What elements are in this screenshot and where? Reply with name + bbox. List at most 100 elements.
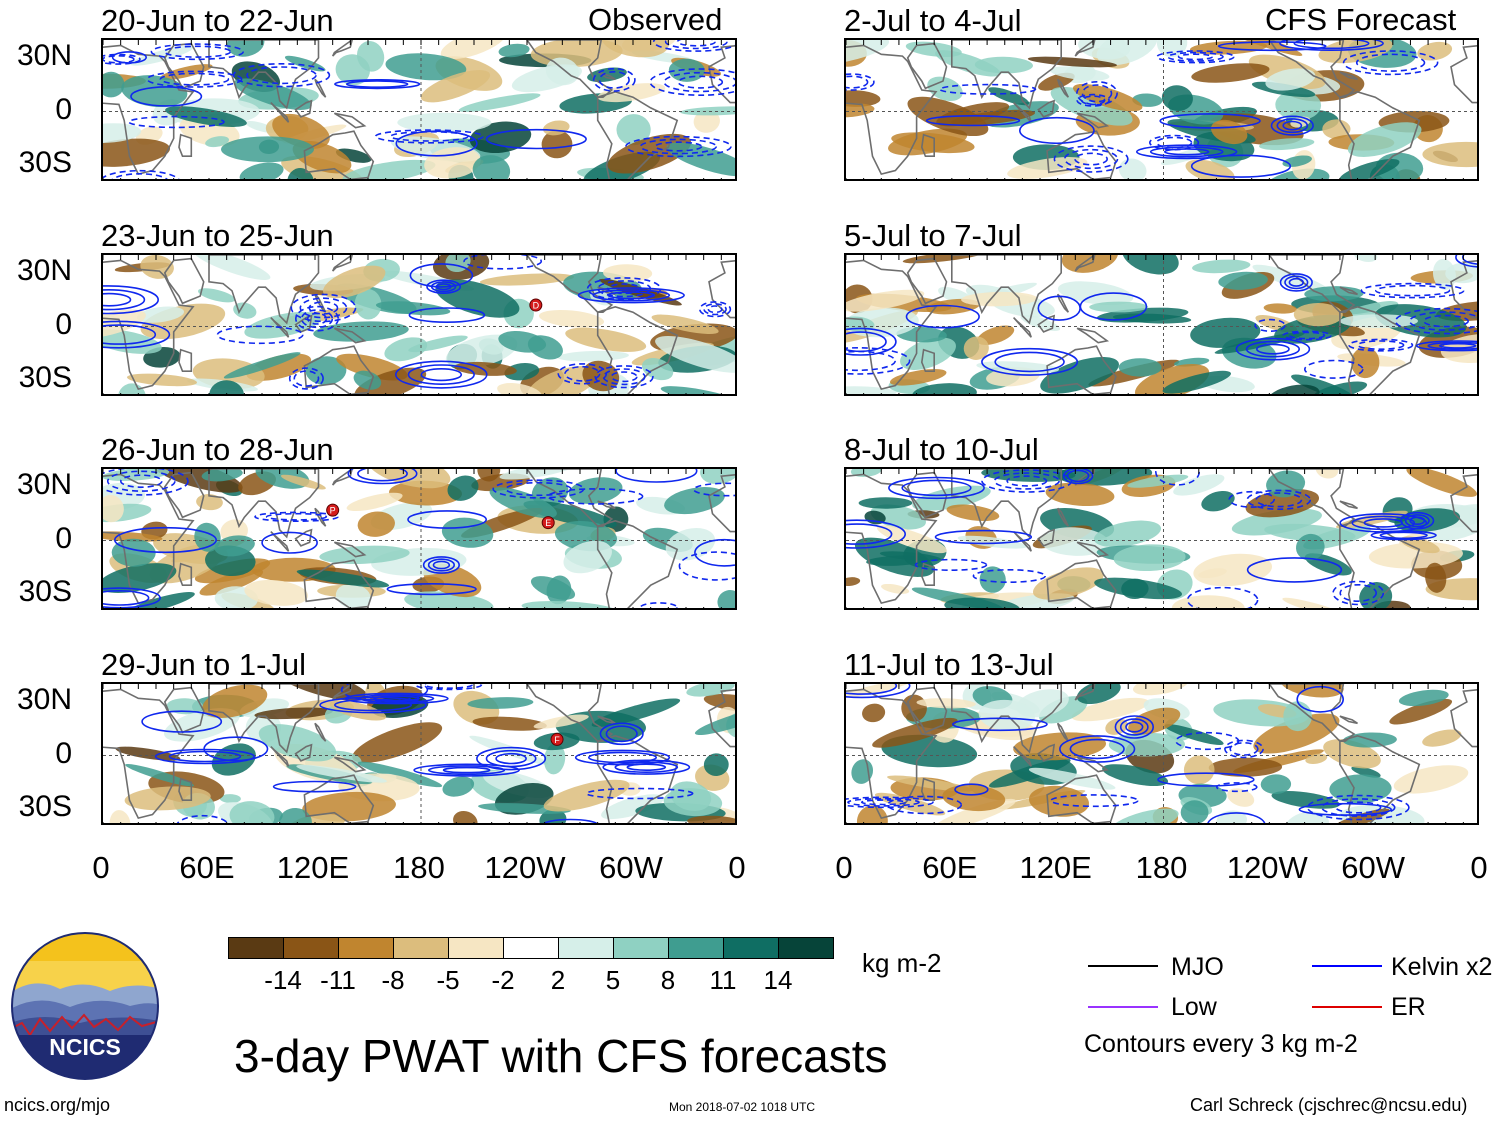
pwat-anomaly-blob	[1191, 63, 1270, 83]
pwat-anomaly-blob	[166, 698, 204, 715]
kelvin-contour	[1246, 557, 1343, 583]
pwat-anomaly-blob	[477, 469, 501, 482]
coastline	[1339, 90, 1421, 179]
coastline	[333, 756, 367, 773]
kelvin-contour	[130, 86, 203, 107]
kelvin-contour	[951, 717, 1048, 732]
kelvin-contour	[664, 40, 728, 50]
pwat-anomaly-blob	[533, 714, 589, 729]
pwat-anomaly-blob	[597, 83, 666, 103]
panel-title: 29-Jun to 1-Jul	[101, 647, 307, 682]
kelvin-contour	[442, 766, 491, 774]
kelvin-contour	[1394, 307, 1477, 335]
pwat-anomaly-blob	[109, 810, 131, 823]
kelvin-contour	[602, 759, 691, 775]
pwat-anomaly-blob	[384, 337, 428, 362]
coastline	[331, 255, 353, 272]
pwat-anomaly-blob	[1190, 317, 1261, 348]
kelvin-contour	[1245, 340, 1301, 358]
pwat-anomaly-blob	[957, 535, 1027, 549]
kelvin-contour	[346, 80, 409, 88]
kelvin-contour	[1190, 154, 1292, 178]
coastline	[163, 257, 205, 305]
coastline	[526, 684, 614, 743]
pwat-anomaly-blob	[233, 78, 312, 110]
kelvin-contour	[103, 169, 180, 179]
pwat-anomaly-blob	[1227, 788, 1255, 807]
pwat-anomaly-blob	[453, 810, 478, 823]
pwat-anomaly-blob	[1132, 684, 1189, 696]
map-panel-fcst-4	[844, 682, 1479, 825]
pwat-anomaly-blob	[846, 103, 875, 118]
observed-label: Observed	[588, 2, 723, 37]
pwat-anomaly-blob	[103, 309, 146, 338]
x-axis-label: 120E	[1019, 850, 1092, 885]
pwat-anomaly-blob	[846, 289, 925, 312]
pwat-anomaly-blob	[445, 334, 518, 369]
pwat-anomaly-blob	[209, 380, 244, 394]
coastline	[906, 42, 948, 90]
kelvin-contour	[592, 67, 636, 92]
coastline	[1074, 255, 1096, 272]
coastline	[526, 255, 614, 314]
pwat-anomaly-blob	[313, 321, 409, 342]
pwat-anomaly-blob	[281, 155, 364, 179]
colorbar	[228, 937, 834, 959]
coastline	[1056, 78, 1070, 98]
coastline	[1268, 684, 1356, 743]
kelvin-contour	[846, 684, 898, 695]
kelvin-contour	[1339, 584, 1378, 603]
kelvin-contour	[334, 78, 421, 90]
kelvin-contour	[698, 301, 732, 318]
kelvin-contour	[111, 173, 168, 179]
coastline	[951, 255, 1062, 325]
pwat-anomaly-blob	[601, 40, 669, 58]
kelvin-contour	[154, 748, 256, 765]
pwat-anomaly-blob	[335, 148, 372, 163]
pwat-anomaly-blob	[1094, 577, 1183, 600]
pwat-anomaly-blob	[900, 337, 956, 370]
pwat-anomaly-blob	[546, 575, 572, 605]
x-axis-label: 60E	[179, 850, 235, 885]
coastline	[331, 684, 353, 701]
kelvin-contour	[905, 304, 980, 329]
kelvin-contour	[1066, 469, 1090, 483]
kelvin-contour	[103, 55, 135, 64]
coastline	[906, 257, 948, 305]
storm-letter: F	[554, 735, 560, 745]
colorbar-swatch	[503, 937, 559, 959]
kelvin-contour	[1217, 41, 1327, 52]
kelvin-contour	[505, 481, 572, 497]
pwat-anomaly-blob	[276, 684, 368, 701]
x-axis-label: 180	[1135, 850, 1188, 885]
colorbar-units: kg m-2	[862, 948, 942, 978]
pwat-anomaly-blob	[233, 302, 257, 319]
kelvin-contour	[1288, 331, 1326, 340]
kelvin-contour	[1422, 314, 1469, 328]
kelvin-contour	[344, 692, 449, 705]
kelvin-contour	[265, 512, 328, 521]
coastline	[163, 686, 205, 734]
pwat-anomaly-blob	[888, 128, 968, 156]
colorbar-swatch	[228, 937, 284, 959]
pwat-anomaly-blob	[1028, 767, 1116, 790]
kelvin-contour	[543, 818, 598, 823]
kelvin-contour	[1063, 148, 1119, 170]
kelvin-contour	[1409, 516, 1426, 526]
website-link[interactable]: ncics.org/mjo	[4, 1095, 111, 1115]
legend-label-er: ER	[1391, 993, 1426, 1021]
pwat-anomaly-blob	[469, 121, 532, 154]
pwat-anomaly-blob	[539, 809, 567, 823]
pwat-anomaly-blob	[1073, 83, 1143, 112]
x-axis-label: 180	[393, 850, 445, 885]
pwat-anomaly-blob	[1171, 595, 1245, 608]
kelvin-contour	[1455, 255, 1477, 268]
storm-letter: E	[545, 518, 551, 528]
kelvin-contour	[547, 488, 644, 505]
kelvin-contour	[1400, 511, 1435, 530]
kelvin-contour	[1282, 120, 1303, 131]
pwat-anomaly-blob	[1259, 138, 1315, 151]
coastline	[178, 562, 193, 586]
x-axis-label: 60W	[1341, 850, 1406, 885]
pwat-anomaly-blob	[499, 469, 575, 480]
